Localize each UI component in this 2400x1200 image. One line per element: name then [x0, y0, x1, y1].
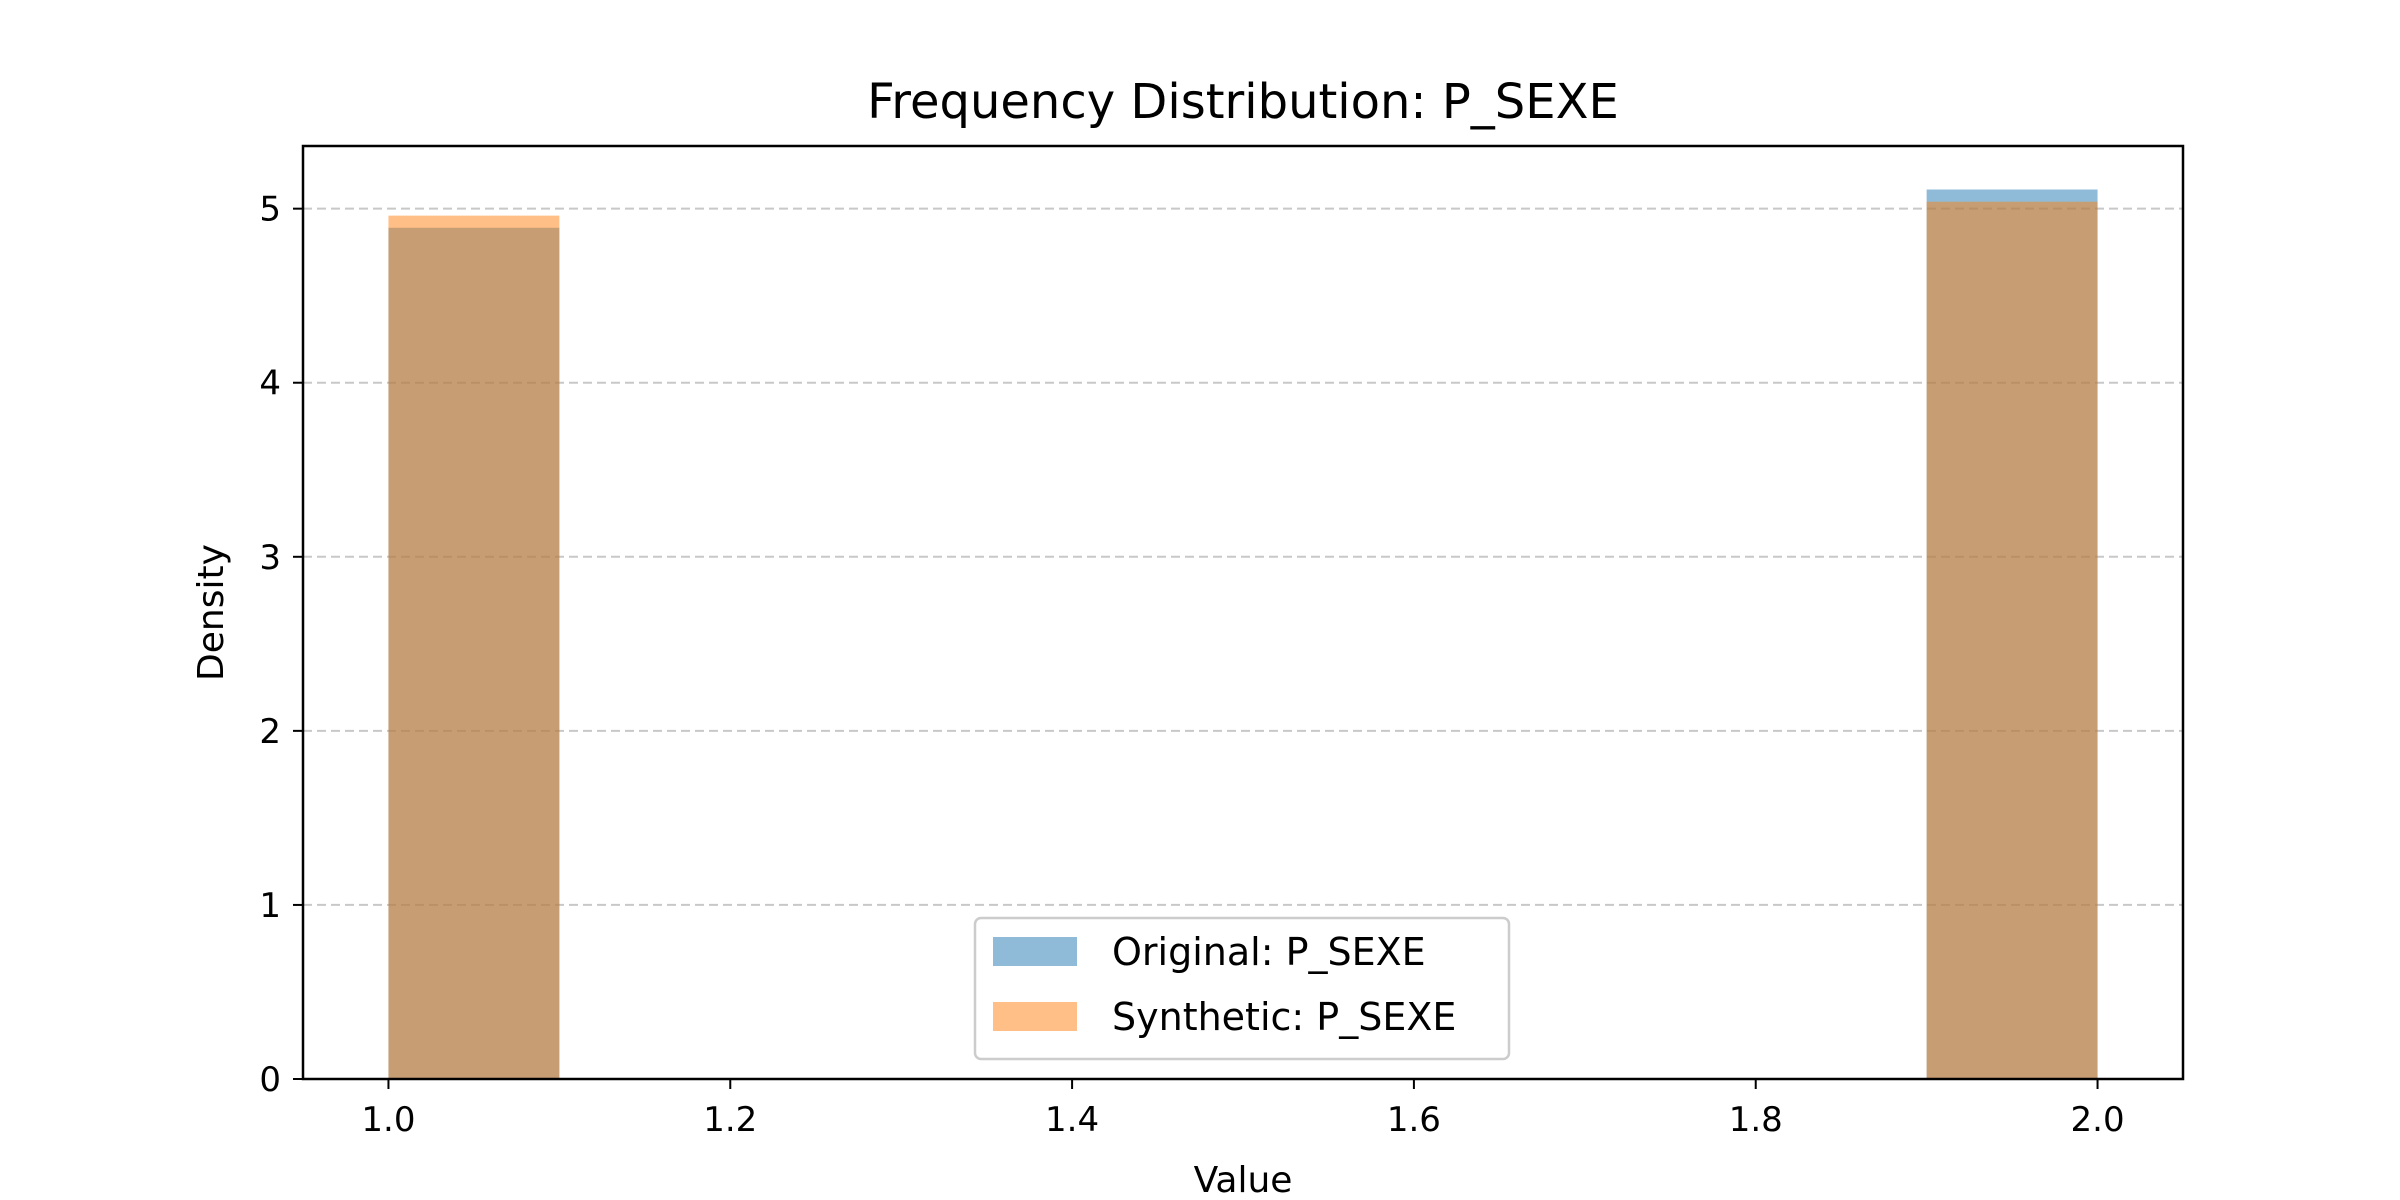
bars [388, 189, 2098, 1080]
x-tick-label: 1.0 [361, 1100, 415, 1140]
synthetic-bar-1 [1926, 201, 2098, 1080]
y-tick-label: 5 [259, 190, 281, 230]
legend-label-synthetic: Synthetic: P_SEXE [1112, 995, 1456, 1039]
legend: Original: P_SEXE Synthetic: P_SEXE [973, 916, 1511, 1061]
y-tick-label: 2 [259, 712, 281, 752]
grid-lines [303, 207, 2183, 906]
x-tick-label: 1.6 [1387, 1100, 1441, 1140]
x-tick-label: 1.2 [703, 1100, 757, 1140]
y-tick-label: 4 [259, 364, 281, 404]
x-tick-label: 2.0 [2071, 1100, 2125, 1140]
legend-box [973, 916, 1511, 1061]
x-tick-label: 1.4 [1045, 1100, 1099, 1140]
legend-swatch-synthetic [993, 1002, 1077, 1031]
legend-swatch-original [993, 937, 1077, 966]
x-tick-label: 1.8 [1729, 1100, 1783, 1140]
chart-title: Frequency Distribution: P_SEXE [867, 74, 1619, 130]
x-axis-ticks: 1.0 1.2 1.4 1.6 1.8 2.0 [361, 1079, 2125, 1140]
y-tick-label: 0 [259, 1060, 281, 1100]
y-tick-label: 1 [259, 886, 281, 926]
legend-label-original: Original: P_SEXE [1112, 930, 1426, 974]
x-axis-label: Value [1194, 1160, 1293, 1200]
synthetic-bar-0 [388, 215, 560, 1080]
y-tick-label: 3 [259, 538, 281, 578]
plot-frame [301, 144, 2185, 1081]
y-axis-ticks: 0 1 2 3 4 5 [259, 190, 303, 1100]
y-axis-label: Density [191, 544, 232, 681]
